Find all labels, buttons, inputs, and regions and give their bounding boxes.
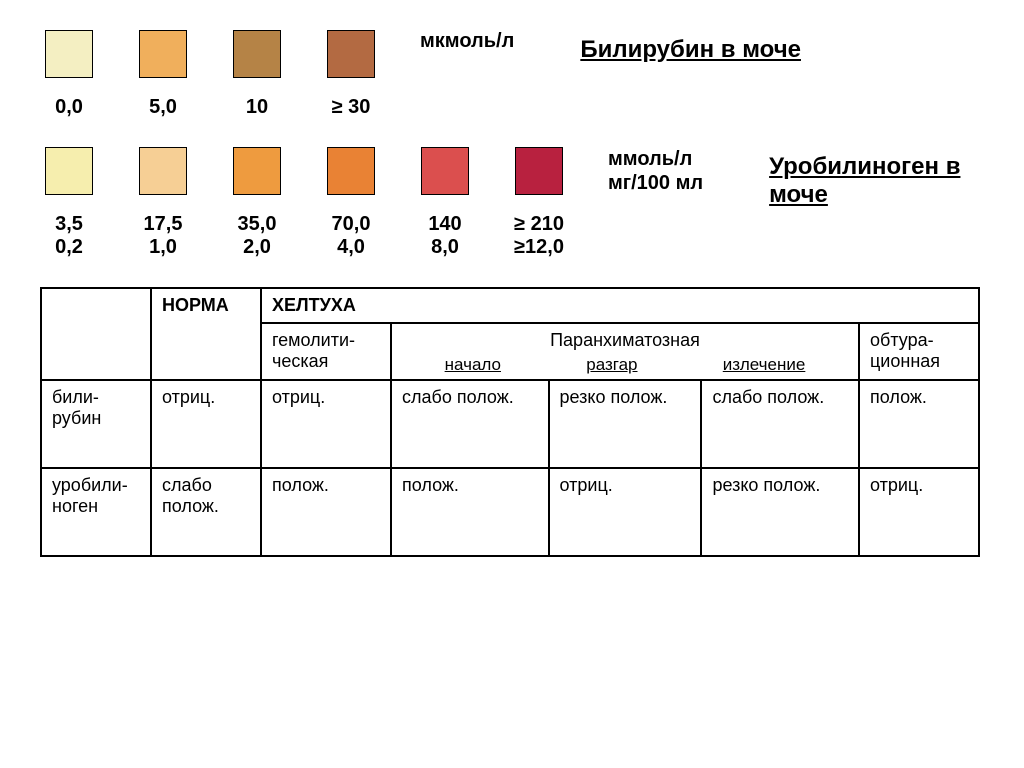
bilirubin-swatch-item: 0,0	[40, 30, 98, 119]
bilirubin-swatch-label: ≥ 30	[332, 96, 371, 119]
cell: резко полож.	[549, 380, 702, 468]
cell: отриц.	[261, 380, 391, 468]
row-label-bilirubin: били- рубин	[41, 380, 151, 468]
urobilinogen-swatch-item: 1408,0	[416, 147, 474, 259]
urobilinogen-swatch	[139, 147, 187, 195]
para-recovery: излечение	[723, 355, 806, 375]
urobilinogen-swatch-row: 3,50,2 17,51,0 35,02,0 70,04,0 1408,0 ≥ 210≥1…	[40, 147, 984, 259]
urobilinogen-swatch	[515, 147, 563, 195]
urobilinogen-swatch-label: 3,50,2	[55, 213, 83, 259]
bilirubin-swatch	[327, 30, 375, 78]
bilirubin-swatch-label: 10	[246, 96, 268, 119]
urobilinogen-swatch-item: ≥ 210≥12,0	[510, 147, 568, 259]
table-row: били- рубин отриц.отриц.слабо полож.резк…	[41, 380, 979, 468]
urobilinogen-swatch-label: 17,51,0	[144, 213, 183, 259]
urobilinogen-swatch-label: 35,02,0	[238, 213, 277, 259]
bilirubin-title-wrap: Билирубин в моче	[550, 30, 984, 64]
para-start: начало	[445, 355, 501, 375]
header-obstructive: обтура- ционная	[859, 323, 979, 380]
bilirubin-swatch-item: 10	[228, 30, 286, 119]
cell: слабо полож.	[701, 380, 859, 468]
bilirubin-swatch	[139, 30, 187, 78]
urobilinogen-title-wrap: Уробилиноген в моче	[739, 147, 984, 209]
cell: отриц.	[859, 468, 979, 556]
bilirubin-swatch-label: 5,0	[149, 96, 177, 119]
row-label-urobilinogen: уробили- ноген	[41, 468, 151, 556]
parenchymal-label: Паранхиматозная	[402, 330, 848, 351]
urobilinogen-swatch	[421, 147, 469, 195]
cell: слабо полож.	[151, 468, 261, 556]
table-row: уробили- ноген слабо полож.полож.полож.о…	[41, 468, 979, 556]
bilirubin-unit: мкмоль/л	[416, 30, 514, 55]
cell: полож.	[859, 380, 979, 468]
bilirubin-section: 0,0 5,0 10 ≥ 30 мкмоль/л Билирубин в моче	[40, 30, 984, 119]
urobilinogen-swatch-item: 3,50,2	[40, 147, 98, 259]
para-peak: разгар	[586, 355, 637, 375]
urobilinogen-unit-2: мг/100 мл	[608, 171, 703, 195]
bilirubin-swatch-label: 0,0	[55, 96, 83, 119]
urobilinogen-swatch	[45, 147, 93, 195]
urobilinogen-section: 3,50,2 17,51,0 35,02,0 70,04,0 1408,0 ≥ 210≥1…	[40, 147, 984, 259]
table-header-row-1: НОРМА ХЕЛТУХА	[41, 288, 979, 323]
header-jaundice: ХЕЛТУХА	[261, 288, 979, 323]
header-norm: НОРМА	[151, 288, 261, 380]
parenchymal-subphases: начало разгар излечение	[402, 355, 848, 375]
cell: отриц.	[549, 468, 702, 556]
bilirubin-swatch-item: 5,0	[134, 30, 192, 119]
urobilinogen-swatch	[327, 147, 375, 195]
urobilinogen-swatch-item: 17,51,0	[134, 147, 192, 259]
urobilinogen-swatch-item: 35,02,0	[228, 147, 286, 259]
urobilinogen-swatch-label: 1408,0	[428, 213, 461, 259]
jaundice-table: НОРМА ХЕЛТУХА гемолити- ческая Паранхима…	[40, 287, 980, 557]
bilirubin-swatch-item: ≥ 30	[322, 30, 380, 119]
bilirubin-swatch	[45, 30, 93, 78]
urobilinogen-swatch-item: 70,04,0	[322, 147, 380, 259]
cell: резко полож.	[701, 468, 859, 556]
bilirubin-swatch	[233, 30, 281, 78]
cell: полож.	[261, 468, 391, 556]
urobilinogen-swatch	[233, 147, 281, 195]
header-blank	[41, 288, 151, 380]
urobilinogen-unit-1: ммоль/л	[608, 147, 703, 171]
urobilinogen-units: ммоль/л мг/100 мл	[604, 147, 703, 197]
cell: отриц.	[151, 380, 261, 468]
header-parenchymal: Паранхиматозная начало разгар излечение	[391, 323, 859, 380]
cell: слабо полож.	[391, 380, 549, 468]
bilirubin-swatch-row: 0,0 5,0 10 ≥ 30 мкмоль/л Билирубин в моче	[40, 30, 984, 119]
cell: полож.	[391, 468, 549, 556]
header-hemolytic: гемолити- ческая	[261, 323, 391, 380]
bilirubin-title: Билирубин в моче	[580, 36, 801, 64]
urobilinogen-swatch-label: ≥ 210≥12,0	[514, 213, 564, 259]
urobilinogen-swatch-label: 70,04,0	[332, 213, 371, 259]
urobilinogen-title: Уробилиноген в моче	[769, 153, 984, 209]
